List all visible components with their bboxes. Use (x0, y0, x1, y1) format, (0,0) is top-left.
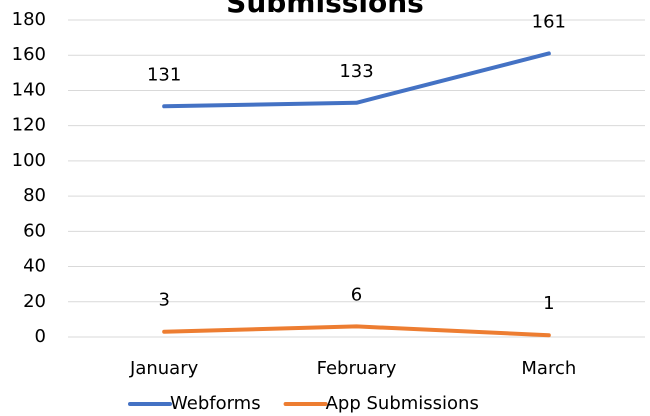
data-label: 6 (351, 284, 362, 305)
chart-title: Submissions (226, 0, 424, 19)
x-tick-label: January (129, 358, 199, 379)
y-tick-label: 80 (23, 185, 46, 206)
series-line (162, 324, 551, 338)
y-tick-label: 140 (12, 79, 46, 100)
y-tick-label: 0 (35, 326, 46, 347)
y-tick-label: 60 (23, 220, 46, 241)
data-label: 3 (158, 290, 169, 311)
data-label: 133 (339, 61, 373, 82)
y-tick-label: 120 (12, 115, 46, 136)
y-tick-label: 180 (12, 9, 46, 30)
series-line (162, 51, 551, 109)
y-tick-label: 20 (23, 291, 46, 312)
x-tick-label: March (521, 358, 576, 379)
y-tick-label: 100 (12, 150, 46, 171)
data-label: 1 (543, 293, 554, 314)
y-tick-label: 40 (23, 256, 46, 277)
legend-label: Webforms (170, 393, 261, 414)
data-label: 131 (147, 64, 181, 85)
x-tick-label: February (317, 358, 397, 379)
legend-label: App Submissions (326, 393, 479, 414)
y-tick-label: 160 (12, 44, 46, 65)
data-label: 161 (532, 11, 566, 32)
